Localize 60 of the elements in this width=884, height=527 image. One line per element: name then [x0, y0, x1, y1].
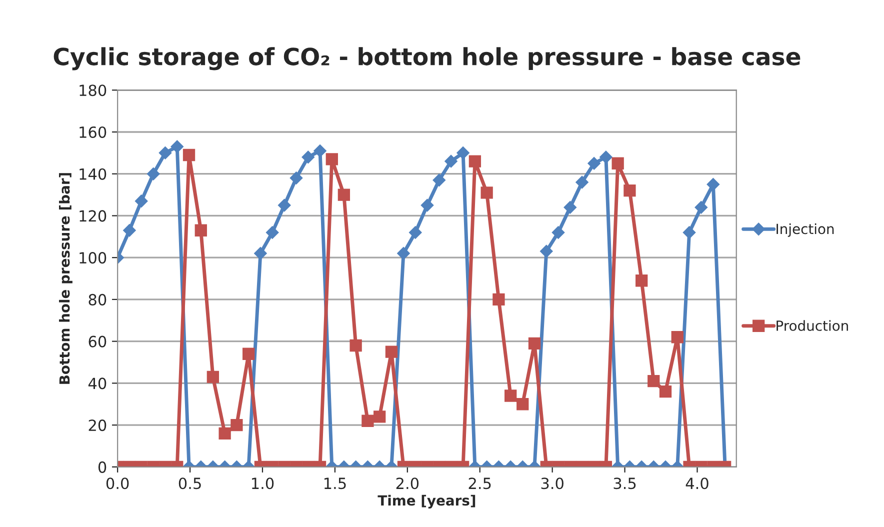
point [182, 148, 196, 162]
point [146, 167, 160, 180]
x-tick-label: 1.5 [324, 478, 346, 490]
x-tick-label: 3.0 [541, 478, 564, 490]
legend-label: Production [776, 320, 848, 331]
point [314, 144, 326, 158]
x-tick-label: 2.5 [468, 478, 491, 490]
point [576, 176, 588, 189]
y-tick-label: 0 [98, 461, 106, 473]
point [290, 172, 303, 184]
legend-label: Injection [776, 223, 834, 237]
point [540, 244, 553, 258]
point [408, 226, 422, 239]
point [302, 150, 315, 164]
y-tick-label: 160 [80, 126, 106, 138]
point [420, 198, 434, 212]
y-tick-label: 20 [88, 420, 106, 432]
point [254, 246, 267, 260]
point [158, 146, 172, 160]
x-tick-label: 4.0 [686, 478, 708, 490]
y-axis-title: Bottom hole pressure [bar] [58, 173, 72, 384]
point [194, 224, 207, 236]
point [397, 246, 410, 260]
point [492, 293, 505, 306]
x-tick-label: 0.0 [106, 478, 129, 490]
point [552, 226, 565, 239]
point [694, 200, 708, 214]
point [624, 184, 636, 197]
point [480, 186, 493, 199]
point [170, 140, 184, 154]
y-tick-label: 180 [80, 84, 106, 96]
point [564, 200, 577, 214]
point [706, 178, 720, 191]
y-tick-label: 40 [88, 378, 106, 390]
point [278, 198, 291, 212]
x-tick-label: 0.5 [178, 478, 201, 490]
point [600, 150, 612, 164]
x-tick-label: 1.0 [252, 478, 274, 490]
point [588, 156, 600, 170]
x-axis-title: Time [years] [378, 494, 476, 508]
point [338, 188, 350, 201]
point [326, 153, 338, 166]
point [266, 226, 279, 239]
point [123, 224, 136, 237]
point [432, 174, 446, 187]
point [636, 274, 648, 287]
y-tick-label: 120 [80, 210, 106, 222]
y-tick-label: 80 [88, 294, 106, 306]
point [456, 146, 470, 160]
x-tick-label: 3.5 [614, 478, 636, 490]
point [134, 194, 148, 208]
point [444, 154, 458, 168]
point [612, 157, 624, 170]
y-tick-label: 100 [80, 252, 106, 264]
point [468, 155, 482, 168]
x-tick-label: 2.0 [396, 478, 419, 490]
chart-title: Cyclic storage of CO₂ - bottom hole pressure - base case [54, 47, 800, 70]
point [682, 226, 696, 239]
y-tick-label: 60 [88, 336, 106, 348]
y-tick-label: 140 [80, 168, 106, 180]
